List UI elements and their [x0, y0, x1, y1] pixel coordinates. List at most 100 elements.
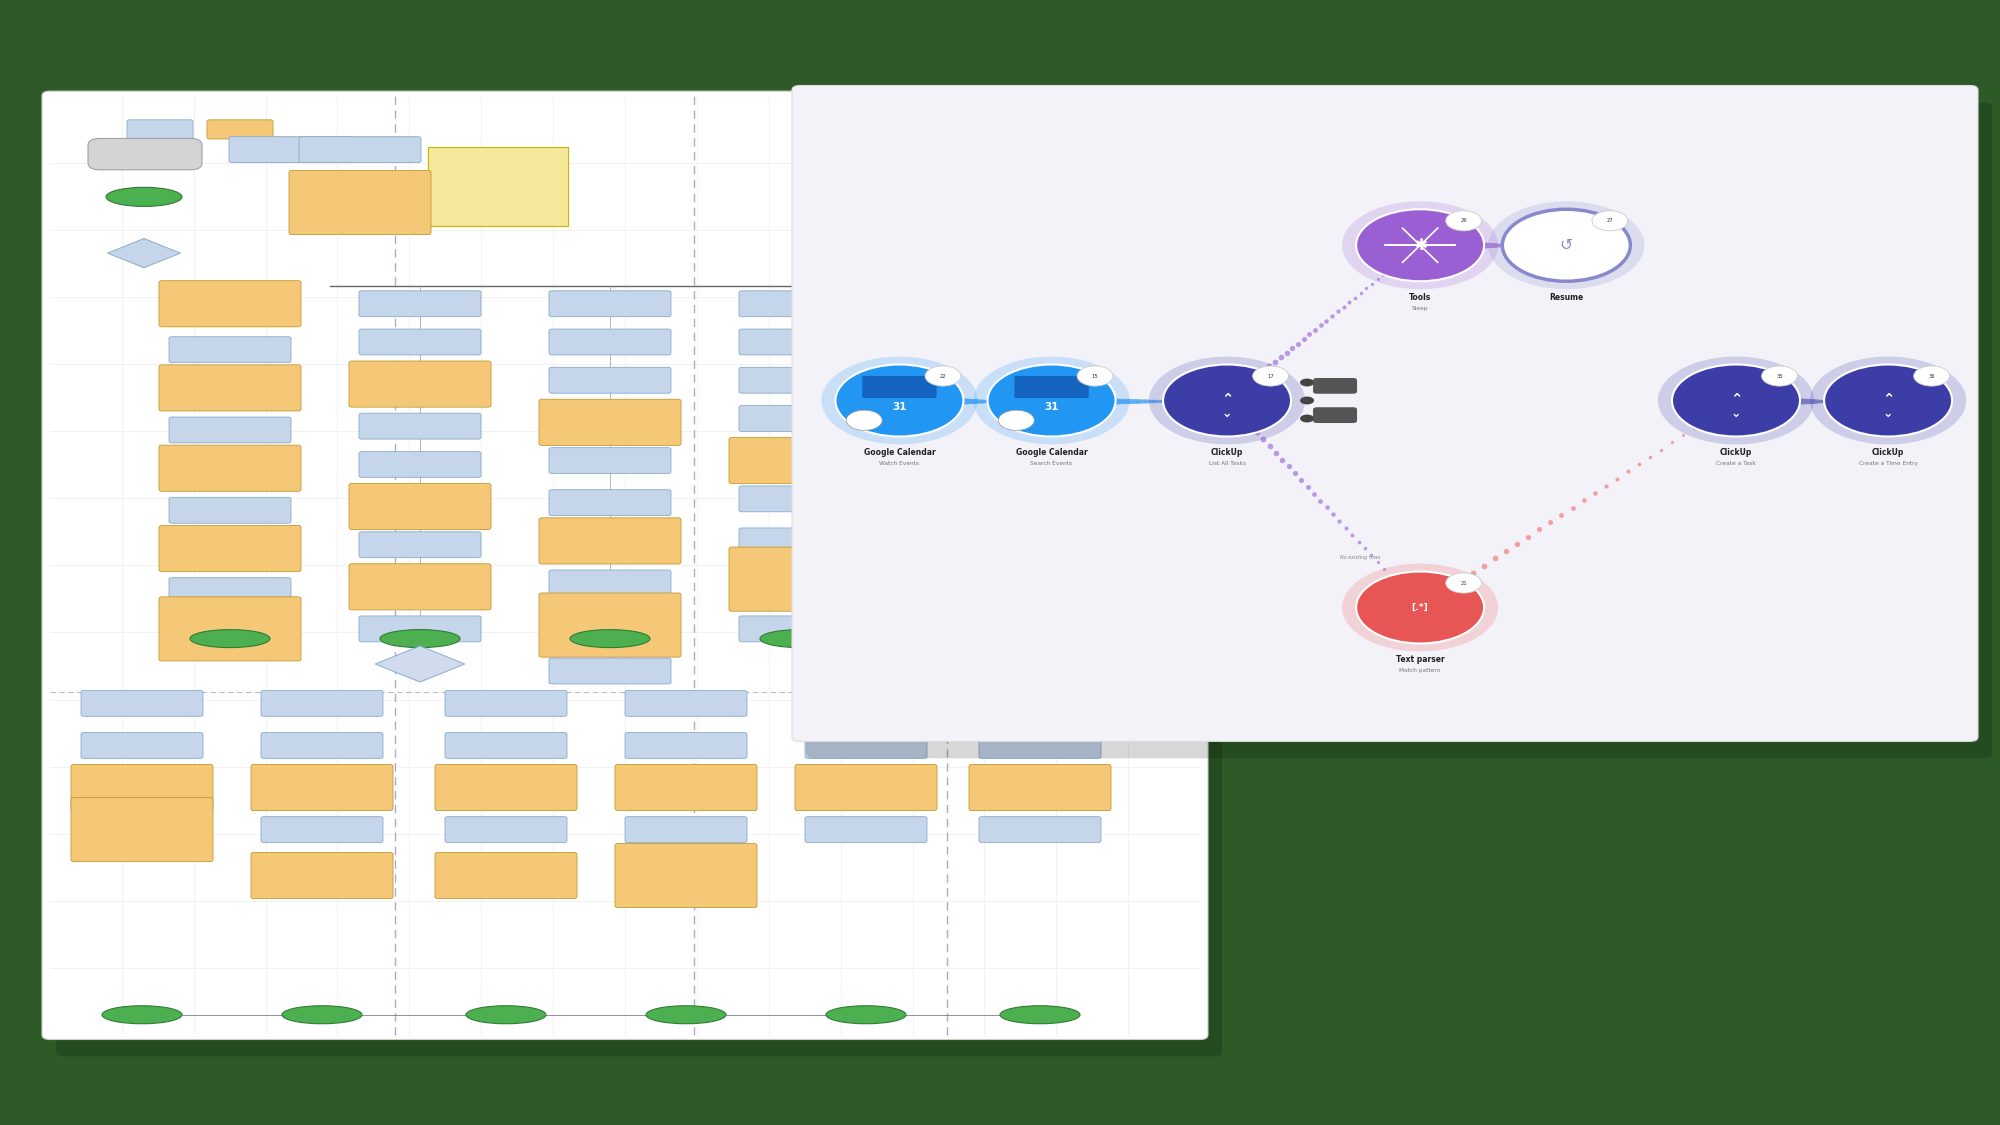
- Circle shape: [1342, 201, 1498, 289]
- FancyBboxPatch shape: [792, 86, 1978, 741]
- Point: [1802, 392, 1834, 410]
- FancyBboxPatch shape: [42, 91, 1208, 1040]
- Ellipse shape: [946, 593, 1016, 609]
- Ellipse shape: [106, 187, 182, 207]
- Point: [1788, 392, 1820, 410]
- Text: ⌄: ⌄: [1222, 406, 1232, 420]
- Point: [1324, 512, 1356, 530]
- Point: [1286, 471, 1318, 489]
- Point: [1348, 539, 1380, 557]
- Text: ClickUp: ClickUp: [1720, 448, 1752, 457]
- FancyBboxPatch shape: [616, 844, 758, 908]
- Point: [1790, 392, 1822, 410]
- Point: [1476, 236, 1508, 254]
- FancyBboxPatch shape: [428, 147, 568, 226]
- Point: [1578, 484, 1610, 502]
- Point: [952, 392, 984, 410]
- FancyBboxPatch shape: [920, 328, 1042, 356]
- Text: [.*]: [.*]: [1412, 603, 1428, 612]
- Circle shape: [1252, 366, 1288, 386]
- Ellipse shape: [570, 630, 650, 648]
- FancyBboxPatch shape: [72, 765, 214, 811]
- FancyBboxPatch shape: [82, 732, 204, 758]
- FancyBboxPatch shape: [260, 732, 384, 758]
- FancyBboxPatch shape: [288, 170, 432, 234]
- FancyBboxPatch shape: [260, 817, 384, 843]
- FancyBboxPatch shape: [350, 564, 492, 610]
- Point: [1102, 392, 1134, 410]
- Text: ⌄: ⌄: [1730, 406, 1742, 420]
- Point: [1468, 236, 1500, 254]
- FancyBboxPatch shape: [548, 489, 672, 515]
- Point: [1794, 392, 1826, 410]
- Text: Google Calendar: Google Calendar: [864, 448, 936, 457]
- Point: [1356, 546, 1388, 564]
- FancyBboxPatch shape: [350, 361, 492, 407]
- FancyBboxPatch shape: [540, 593, 680, 657]
- Point: [1476, 236, 1508, 254]
- Text: Search Events: Search Events: [1030, 461, 1072, 466]
- Circle shape: [998, 411, 1034, 431]
- FancyBboxPatch shape: [548, 658, 672, 684]
- Point: [962, 392, 994, 410]
- Circle shape: [1592, 210, 1628, 231]
- Point: [1484, 236, 1516, 254]
- Point: [1546, 506, 1578, 524]
- Point: [1116, 392, 1148, 410]
- Point: [970, 392, 1002, 410]
- Circle shape: [1164, 364, 1292, 436]
- Point: [948, 392, 980, 410]
- Point: [1798, 392, 1830, 410]
- FancyBboxPatch shape: [168, 578, 292, 603]
- FancyBboxPatch shape: [168, 336, 292, 362]
- Point: [1336, 525, 1368, 543]
- FancyBboxPatch shape: [740, 405, 860, 431]
- Point: [1260, 444, 1292, 462]
- Point: [1478, 236, 1510, 254]
- FancyBboxPatch shape: [624, 691, 748, 717]
- Point: [1298, 485, 1330, 503]
- FancyBboxPatch shape: [548, 570, 672, 596]
- Text: Text parser: Text parser: [1396, 655, 1444, 664]
- FancyBboxPatch shape: [1014, 376, 1088, 398]
- Point: [1470, 236, 1502, 254]
- Point: [1612, 462, 1644, 480]
- Point: [964, 392, 996, 410]
- Point: [1534, 513, 1566, 531]
- Point: [1482, 236, 1514, 254]
- FancyBboxPatch shape: [128, 119, 192, 140]
- Point: [1254, 358, 1286, 376]
- Text: 35: 35: [1776, 374, 1782, 378]
- Point: [1472, 236, 1504, 254]
- FancyBboxPatch shape: [804, 691, 926, 717]
- Point: [1368, 560, 1400, 578]
- FancyBboxPatch shape: [740, 486, 860, 512]
- Ellipse shape: [646, 1006, 726, 1024]
- Ellipse shape: [466, 1006, 546, 1024]
- FancyBboxPatch shape: [360, 413, 480, 439]
- Point: [1264, 349, 1296, 367]
- Point: [1288, 330, 1320, 348]
- Point: [948, 392, 980, 410]
- Point: [1374, 567, 1406, 585]
- FancyBboxPatch shape: [548, 448, 672, 474]
- Text: ClickUp: ClickUp: [1872, 448, 1904, 457]
- Point: [1292, 478, 1324, 496]
- FancyBboxPatch shape: [968, 765, 1112, 811]
- Point: [1128, 392, 1160, 410]
- Circle shape: [1300, 414, 1314, 423]
- Text: Google Calendar: Google Calendar: [1016, 448, 1088, 457]
- Point: [1600, 469, 1632, 487]
- Point: [956, 392, 988, 410]
- FancyBboxPatch shape: [56, 108, 1222, 1056]
- FancyBboxPatch shape: [252, 765, 392, 811]
- Circle shape: [1658, 357, 1814, 444]
- Point: [1474, 236, 1506, 254]
- Text: ⌄: ⌄: [1882, 406, 1894, 420]
- FancyBboxPatch shape: [796, 765, 936, 811]
- FancyBboxPatch shape: [540, 518, 680, 564]
- Point: [1338, 289, 1370, 307]
- Ellipse shape: [190, 630, 270, 648]
- Circle shape: [988, 364, 1116, 436]
- FancyBboxPatch shape: [920, 367, 1042, 393]
